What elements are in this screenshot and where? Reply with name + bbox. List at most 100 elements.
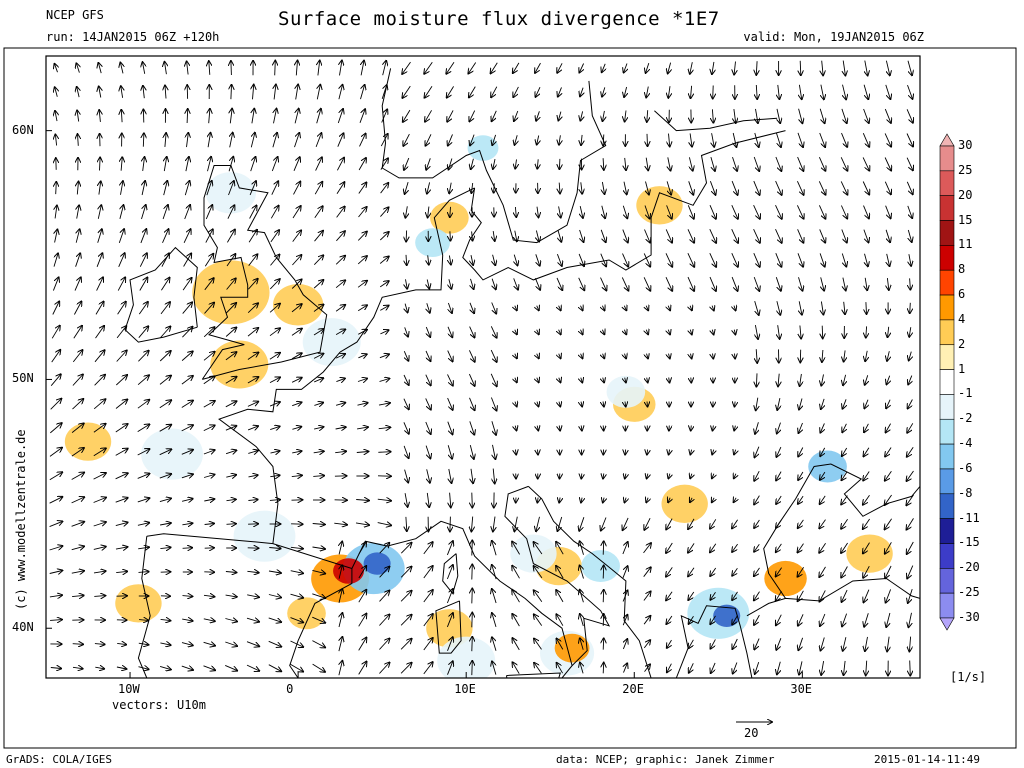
wind-vector-icon (865, 253, 868, 267)
wind-vector-icon (231, 61, 232, 76)
wind-vector-icon (227, 230, 235, 243)
wind-vector-icon (490, 373, 497, 386)
wind-vector-icon (160, 643, 170, 645)
wind-vector-icon (754, 544, 760, 551)
colorbar-swatch (939, 195, 955, 221)
wind-vector-icon (556, 566, 564, 579)
wind-vector-icon (625, 157, 626, 170)
wind-vector-icon (558, 516, 563, 531)
wind-vector-icon (77, 182, 78, 195)
wind-vector-icon (268, 640, 282, 646)
wind-vector-icon (579, 517, 585, 531)
wind-vector-icon (515, 354, 517, 359)
wind-vector-icon (623, 639, 627, 650)
data-credit: data: NCEP; graphic: Janek Zimmer (556, 753, 775, 766)
wind-vector-icon (580, 638, 583, 650)
wind-vector-icon (159, 376, 171, 385)
flux-contour-blob (581, 550, 620, 583)
wind-vector-icon (578, 277, 585, 290)
wind-vector-icon (843, 60, 845, 76)
wind-vector-icon (449, 158, 452, 170)
wind-vector-icon (668, 306, 670, 311)
wind-vector-icon (907, 518, 914, 529)
wind-vector-icon (665, 277, 672, 291)
wind-vector-icon (403, 445, 409, 458)
wind-vector-icon (690, 133, 692, 146)
wind-vector-icon (820, 590, 826, 601)
wind-vector-icon (204, 254, 213, 267)
colorbar-level-label: -4 (958, 436, 973, 451)
wind-vector-icon (358, 638, 367, 651)
wind-vector-icon (492, 541, 497, 556)
wind-vector-icon (906, 181, 912, 194)
wind-vector-icon (492, 589, 497, 604)
wind-vector-icon (316, 109, 321, 124)
wind-vector-icon (425, 445, 430, 459)
wind-vector-icon (95, 302, 104, 315)
wind-vector-icon (777, 661, 780, 675)
wind-vector-icon (226, 499, 236, 500)
wind-vector-icon (405, 469, 409, 483)
wind-vector-icon (203, 376, 215, 385)
wind-vector-icon (203, 619, 215, 621)
wind-vector-icon (448, 302, 452, 313)
wind-vector-icon (339, 565, 342, 579)
wind-vector-icon (558, 111, 561, 121)
colorbar-swatch (939, 592, 955, 619)
wind-vector-icon (272, 133, 277, 148)
wind-vector-icon (710, 543, 717, 553)
wind-vector-icon (227, 205, 235, 219)
wind-vector-icon (536, 230, 539, 242)
wind-vector-icon (138, 302, 148, 315)
wind-vector-icon (799, 84, 801, 99)
wind-vector-icon (98, 63, 101, 74)
wind-vector-icon (798, 567, 804, 576)
wind-vector-icon (248, 230, 257, 243)
wind-vector-icon (315, 157, 322, 171)
flux-contour-blob (846, 534, 893, 573)
wind-vector-icon (624, 330, 626, 335)
wind-vector-icon (667, 663, 672, 673)
wind-vector-icon (424, 61, 433, 74)
wind-vector-icon (95, 667, 104, 669)
wind-vector-icon (732, 591, 738, 600)
wind-vector-icon (449, 468, 452, 483)
wind-vector-icon (313, 255, 323, 266)
wind-vector-icon (906, 157, 913, 171)
wind-vector-icon (446, 541, 453, 556)
wind-vector-icon (691, 426, 692, 431)
wind-vector-icon (379, 639, 389, 650)
wind-vector-icon (756, 84, 757, 99)
wind-vector-icon (339, 589, 342, 604)
wind-vector-icon (142, 181, 145, 196)
wind-vector-icon (821, 84, 824, 100)
wind-vector-icon (225, 595, 237, 597)
lon-tick-label: 10E (454, 682, 476, 696)
wind-vector-icon (864, 447, 870, 457)
wind-vector-icon (646, 306, 648, 311)
wind-vector-icon (800, 325, 801, 339)
wind-vector-icon (339, 661, 343, 676)
wind-vector-icon (798, 471, 804, 480)
wind-vector-icon (49, 546, 63, 551)
coastline (435, 600, 462, 654)
wind-vector-icon (71, 448, 84, 457)
wind-vector-icon (602, 306, 604, 311)
wind-vector-icon (580, 566, 584, 579)
flux-contour-blob (205, 172, 257, 214)
wind-vector-icon (165, 62, 167, 75)
watermark: (c) www.modellzentrale.de (14, 429, 28, 610)
wind-vector-icon (603, 614, 604, 626)
wind-vector-icon (116, 667, 127, 669)
wind-vector-icon (357, 379, 367, 382)
wind-vector-icon (734, 426, 735, 431)
wind-vector-icon (818, 157, 825, 171)
wind-vector-icon (427, 492, 429, 507)
wind-vector-icon (732, 543, 738, 552)
wind-vector-icon (403, 109, 411, 122)
wind-vector-icon (710, 519, 717, 528)
colorbar-swatch (939, 344, 955, 370)
wind-vector-icon (94, 596, 105, 597)
wind-vector-icon (886, 423, 891, 433)
wind-vector-icon (734, 61, 735, 75)
